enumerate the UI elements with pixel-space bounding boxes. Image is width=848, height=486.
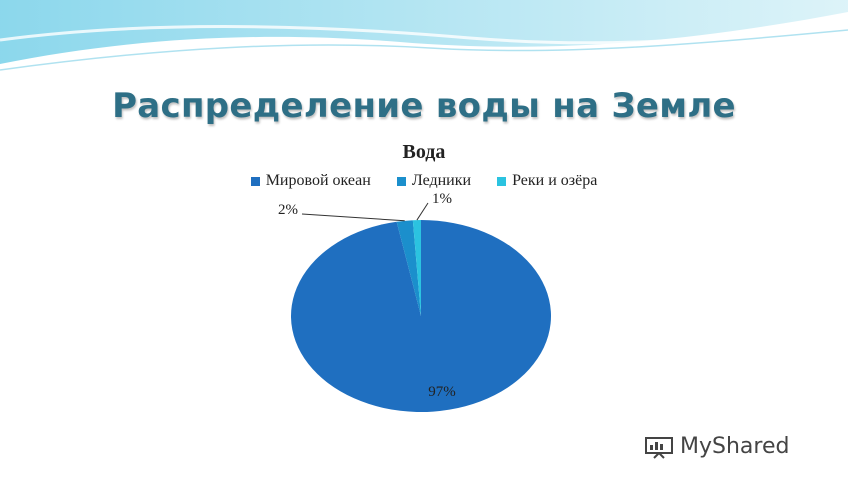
data-label: 1% — [432, 191, 452, 207]
legend-swatch — [396, 176, 406, 186]
legend-item: Реки и озёра — [497, 172, 597, 190]
watermark-text: MyShared — [680, 434, 790, 459]
legend-item: Ледники — [396, 172, 472, 190]
legend-label: Мировой океан — [265, 172, 371, 189]
legend-label: Ледники — [411, 172, 472, 189]
leader-line — [416, 202, 429, 221]
legend-item: Мировой океан — [250, 172, 371, 190]
pie-slice — [412, 220, 421, 316]
pie-slice — [396, 220, 421, 316]
leader-line — [301, 213, 405, 222]
data-label: 97% — [428, 384, 456, 400]
legend-swatch — [497, 176, 507, 186]
presentation-board-icon — [645, 436, 673, 459]
chart-title: Вода — [402, 141, 446, 163]
legend-label: Реки и озёра — [512, 172, 598, 189]
slide-title: Распределение воды на Земле — [112, 86, 736, 126]
legend-swatch — [250, 176, 260, 186]
data-label: 2% — [278, 202, 298, 218]
watermark-logo: MyShared — [644, 434, 789, 459]
pie-slice — [291, 220, 552, 413]
chart-legend: Мировой океан Ледники Реки и озёра — [0, 172, 848, 190]
